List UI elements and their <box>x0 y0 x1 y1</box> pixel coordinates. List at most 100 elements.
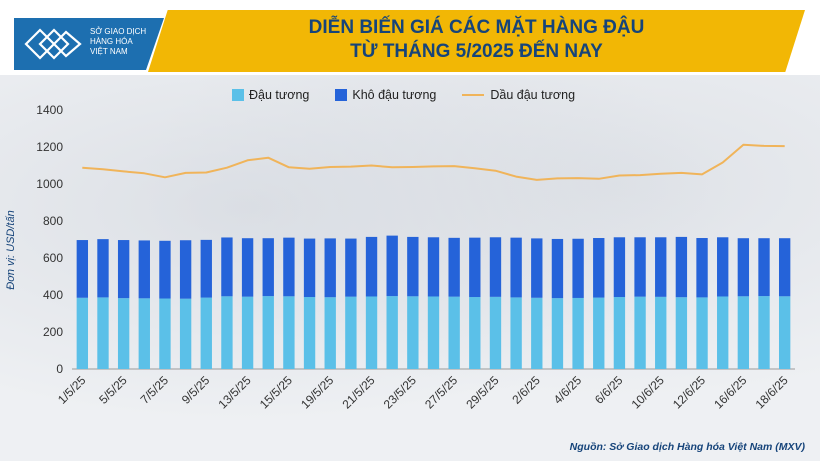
bar-kho-dau-tuong <box>613 237 626 298</box>
legend-item-dau-dau-tuong: Dầu đậu tương <box>462 88 575 102</box>
legend-label: Đậu tương <box>249 88 310 102</box>
x-tick-label: 9/5/25 <box>179 373 213 407</box>
x-tick-label: 23/5/25 <box>381 373 419 411</box>
logo-text: Sở Giao dịch Hàng hóa Việt Nam <box>90 27 160 57</box>
bar-kho-dau-tuong <box>758 238 770 297</box>
bar-kho-dau-tuong <box>117 240 130 299</box>
bar-dau-tuong <box>778 296 791 369</box>
bar-kho-dau-tuong <box>593 238 605 298</box>
bar-kho-dau-tuong <box>469 237 481 298</box>
title-line-2: TỪ THÁNG 5/2025 ĐẾN NAY <box>350 41 603 62</box>
bar-kho-dau-tuong <box>510 237 522 298</box>
source-note: Nguồn: Sở Giao dịch Hàng hóa Việt Nam (M… <box>569 441 805 453</box>
x-tick-label: 5/5/25 <box>96 373 130 407</box>
bar-dau-tuong <box>510 297 522 369</box>
legend-swatch <box>232 89 244 101</box>
bar-dau-tuong <box>365 296 378 369</box>
bar-kho-dau-tuong <box>448 237 460 297</box>
logo-line: Hàng hóa <box>90 37 133 46</box>
legend-swatch <box>335 89 348 101</box>
x-tick-label: 19/5/25 <box>298 373 336 411</box>
bar-dau-tuong <box>675 297 688 369</box>
legend-label: Khô đậu tương <box>352 88 437 102</box>
bar-dau-tuong <box>717 296 729 369</box>
bar-dau-tuong <box>200 297 212 369</box>
legend-swatch <box>462 94 485 96</box>
bar-kho-dau-tuong <box>427 237 440 297</box>
bar-dau-tuong <box>262 296 274 369</box>
bar-dau-tuong <box>613 297 626 369</box>
y-tick-label: 1400 <box>36 103 63 117</box>
bar-kho-dau-tuong <box>489 237 502 297</box>
bar-dau-tuong <box>241 296 254 369</box>
x-tick-label: 18/6/25 <box>753 373 791 411</box>
bar-kho-dau-tuong <box>262 238 274 297</box>
bar-dau-tuong <box>76 297 89 369</box>
bar-kho-dau-tuong <box>345 238 357 297</box>
bar-kho-dau-tuong <box>76 240 89 298</box>
bar-dau-tuong <box>551 298 564 369</box>
y-tick-label: 1200 <box>36 140 63 154</box>
y-tick-label: 1000 <box>36 177 63 191</box>
bar-dau-tuong <box>179 298 192 369</box>
bar-dau-tuong <box>758 296 770 369</box>
bar-kho-dau-tuong <box>303 238 316 298</box>
bar-dau-tuong <box>97 297 109 369</box>
bar-kho-dau-tuong <box>572 238 584 298</box>
bar-kho-dau-tuong <box>551 238 564 299</box>
bar-kho-dau-tuong <box>241 238 254 297</box>
bar-kho-dau-tuong <box>221 237 233 297</box>
y-tick-label: 600 <box>43 251 63 265</box>
bar-dau-tuong <box>386 296 398 369</box>
bar-dau-tuong <box>427 296 440 369</box>
line-dau-dau-tuong <box>82 143 785 181</box>
bar-kho-dau-tuong <box>138 240 150 299</box>
bar-kho-dau-tuong <box>655 237 667 297</box>
bar-kho-dau-tuong <box>324 238 336 298</box>
legend-label: Dầu đậu tương <box>490 88 576 102</box>
bar-dau-tuong <box>737 296 750 369</box>
legend-item-kho-dau-tuong: Khô đậu tương <box>335 88 436 102</box>
title-line-1: DIỄN BIẾN GIÁ CÁC MẶT HÀNG ĐẬU <box>308 17 645 38</box>
bar-dau-tuong <box>448 296 460 369</box>
bar-kho-dau-tuong <box>365 236 378 297</box>
x-tick-label: 29/5/25 <box>463 373 501 411</box>
bar-kho-dau-tuong <box>159 240 171 299</box>
bar-dau-tuong <box>283 296 295 369</box>
y-tick-label: 800 <box>43 214 63 228</box>
bar-kho-dau-tuong <box>675 236 688 298</box>
x-tick-label: 27/5/25 <box>422 373 460 411</box>
y-tick-label: 400 <box>43 288 63 302</box>
bar-kho-dau-tuong <box>531 238 543 298</box>
x-tick-label: 6/6/25 <box>592 373 626 407</box>
logo-line: Việt Nam <box>90 47 128 56</box>
bar-dau-tuong <box>572 297 584 369</box>
bar-kho-dau-tuong <box>778 238 791 297</box>
bar-dau-tuong <box>303 297 316 369</box>
bar-dau-tuong <box>696 297 708 369</box>
chart-title: DIỄN BIẾN GIÁ CÁC MẶT HÀNG ĐẬU TỪ THÁNG … <box>148 16 805 64</box>
x-tick-label: 21/5/25 <box>339 373 377 411</box>
x-tick-label: 15/5/25 <box>257 373 295 411</box>
bar-kho-dau-tuong <box>696 238 708 298</box>
logo-line: Sở Giao dịch <box>90 27 147 36</box>
bar-kho-dau-tuong <box>634 237 646 297</box>
bar-dau-tuong <box>634 296 646 369</box>
bar-dau-tuong <box>117 298 130 369</box>
bar-kho-dau-tuong <box>717 237 729 297</box>
bar-dau-tuong <box>221 296 233 369</box>
bar-kho-dau-tuong <box>200 239 212 298</box>
legend-item-dau-tuong: Đậu tương <box>232 88 309 102</box>
bar-dau-tuong <box>593 297 605 369</box>
bar-dau-tuong <box>531 297 543 369</box>
bar-kho-dau-tuong <box>386 235 398 297</box>
x-tick-label: 4/6/25 <box>551 373 585 407</box>
bar-kho-dau-tuong <box>97 239 109 298</box>
y-tick-label: 0 <box>56 362 63 376</box>
x-tick-label: 16/6/25 <box>711 373 749 411</box>
bar-dau-tuong <box>655 296 667 369</box>
title-band <box>148 10 805 72</box>
bar-kho-dau-tuong <box>179 240 192 299</box>
